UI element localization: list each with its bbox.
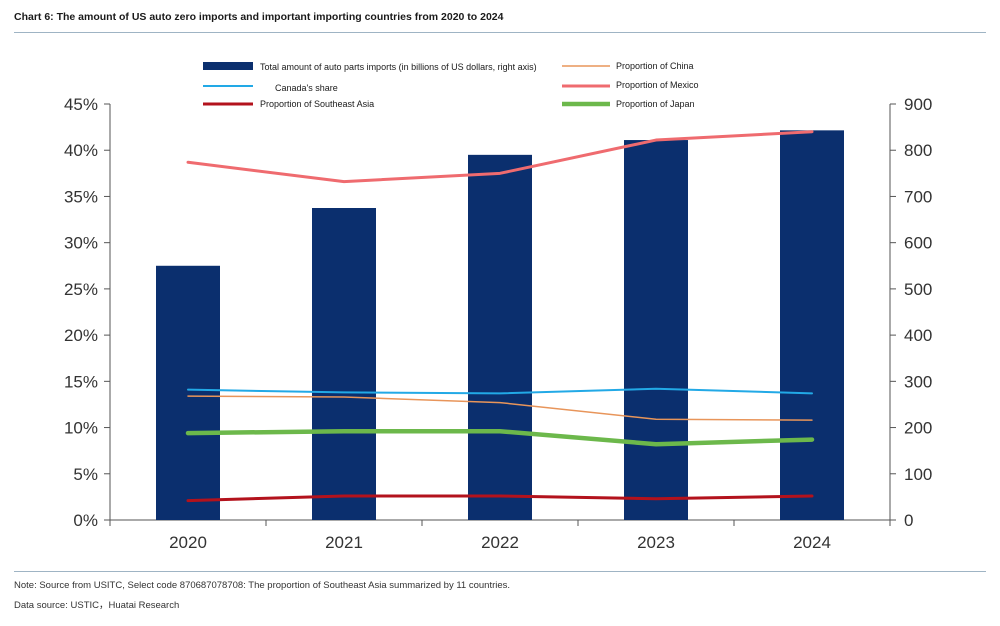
right-tick-label: 200 [904,419,932,438]
series-line-proportion-of-china [187,395,813,421]
legend-label-total-imports: Total amount of auto parts imports (in b… [260,62,537,72]
bar-2023 [624,140,688,520]
series-line-proportion-of-southeast-asia [186,494,814,503]
footnote: Note: Source from USITC, Select code 870… [14,580,511,591]
series-line-proportion-of-mexico [186,130,814,184]
right-tick-label: 500 [904,280,932,299]
left-tick-label: 15% [64,372,98,391]
legend-label-japan: Proportion of Japan [616,99,695,109]
left-tick-label: 25% [64,280,98,299]
left-tick-label: 35% [64,187,98,206]
footer-divider [14,571,986,572]
legend-label-southeast-asia: Proportion of Southeast Asia [260,99,374,109]
legend: Total amount of auto parts imports (in b… [203,61,699,109]
right-tick-label: 0 [904,511,913,530]
x-tick-label: 2024 [793,533,831,552]
legend-label-mexico: Proportion of Mexico [616,80,699,90]
left-tick-label: 10% [64,419,98,438]
left-tick-label: 5% [73,465,98,484]
bar-2020 [156,265,220,520]
data-source: Data source: USTIC，Huatai Research [14,600,180,611]
bar-2022 [468,154,532,520]
right-tick-label: 600 [904,234,932,253]
left-tick-label: 0% [73,511,98,530]
left-tick-label: 45% [64,95,98,114]
bar-series [156,130,844,520]
left-tick-label: 20% [64,326,98,345]
legend-label-china: Proportion of China [616,61,694,71]
x-tick-label: 2020 [169,533,207,552]
chart-title: Chart 6: The amount of US auto zero impo… [14,11,504,23]
right-tick-label: 100 [904,465,932,484]
x-tick-label: 2023 [637,533,675,552]
right-tick-label: 400 [904,326,932,345]
legend-label-canada: Canada's share [275,83,338,93]
left-tick-label: 30% [64,234,98,253]
x-tick-label: 2021 [325,533,363,552]
series-line-proportion-of-japan [185,429,815,447]
line-series [185,130,815,503]
right-tick-label: 900 [904,95,932,114]
header-divider [14,32,986,33]
right-tick-label: 800 [904,141,932,160]
legend-swatch-total-imports [203,62,253,70]
bar-2021 [312,208,376,520]
right-tick-label: 700 [904,187,932,206]
x-tick-label: 2022 [481,533,519,552]
left-tick-label: 40% [64,141,98,160]
bar-2024 [780,130,844,520]
series-line-canada-s-share [187,387,813,395]
axis-ticks: 0% 5% 10% 15% 20% 25% 30% 35% 40% 45% 0 100 200 300 40… [64,95,932,552]
right-tick-label: 300 [904,372,932,391]
